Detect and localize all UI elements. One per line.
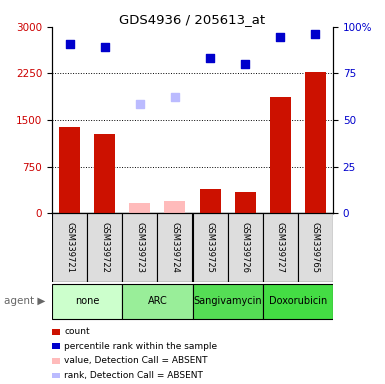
Point <box>102 44 108 50</box>
Bar <box>228 213 263 282</box>
Text: value, Detection Call = ABSENT: value, Detection Call = ABSENT <box>64 356 208 366</box>
Text: count: count <box>64 327 90 336</box>
Bar <box>298 213 333 282</box>
Point <box>172 94 178 100</box>
Bar <box>305 71 326 213</box>
Text: Doxorubicin: Doxorubicin <box>269 296 327 306</box>
Bar <box>52 284 122 319</box>
Point <box>207 55 213 61</box>
Point <box>242 61 248 67</box>
Text: none: none <box>75 296 99 306</box>
Bar <box>157 213 192 282</box>
Point <box>312 31 318 37</box>
Bar <box>199 189 221 213</box>
Bar <box>122 284 192 319</box>
Text: GSM339723: GSM339723 <box>135 222 144 273</box>
Text: ARC: ARC <box>147 296 167 306</box>
Bar <box>59 127 80 213</box>
Bar <box>263 284 333 319</box>
Bar <box>164 201 186 213</box>
Point <box>137 101 143 108</box>
Bar <box>52 213 87 282</box>
Bar <box>270 97 291 213</box>
Bar <box>192 284 263 319</box>
Text: agent ▶: agent ▶ <box>4 296 45 306</box>
Text: Sangivamycin: Sangivamycin <box>193 296 262 306</box>
Point <box>277 34 283 40</box>
Text: GSM339724: GSM339724 <box>171 222 179 273</box>
Text: GSM339765: GSM339765 <box>311 222 320 273</box>
Bar <box>235 192 256 213</box>
Text: rank, Detection Call = ABSENT: rank, Detection Call = ABSENT <box>64 371 203 380</box>
Text: percentile rank within the sample: percentile rank within the sample <box>64 342 218 351</box>
Text: GSM339725: GSM339725 <box>206 222 214 273</box>
Text: GSM339721: GSM339721 <box>65 222 74 273</box>
Text: GSM339722: GSM339722 <box>100 222 109 273</box>
Text: GSM339726: GSM339726 <box>241 222 250 273</box>
Point <box>67 41 73 47</box>
Bar <box>122 213 157 282</box>
Bar <box>129 204 150 213</box>
Bar <box>192 213 228 282</box>
Bar <box>87 213 122 282</box>
Bar <box>263 213 298 282</box>
Bar <box>94 134 115 213</box>
Title: GDS4936 / 205613_at: GDS4936 / 205613_at <box>119 13 266 26</box>
Text: GSM339727: GSM339727 <box>276 222 285 273</box>
